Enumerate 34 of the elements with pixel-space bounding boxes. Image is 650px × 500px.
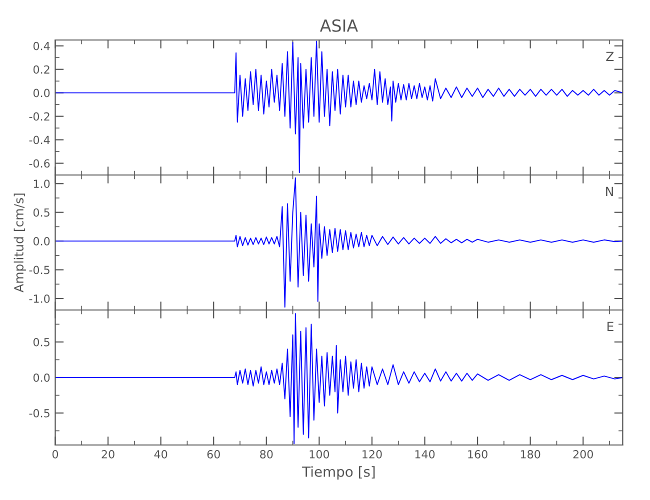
y-tick-label: 0.0 <box>33 88 50 98</box>
y-tick-label: -1.0 <box>29 294 50 303</box>
annotation: E <box>608 322 614 331</box>
x-tick-label: 160 <box>468 450 488 458</box>
y-tick-label: -0.4 <box>29 136 50 144</box>
x-tick-label: 40 <box>154 450 168 458</box>
y-tick-label: 0.0 <box>33 373 50 382</box>
y-tick-label: 0.0 <box>33 237 50 246</box>
y-tick-label: 0.5 <box>33 208 50 217</box>
y-tick-label: 0.4 <box>33 42 50 50</box>
y-axis-title: Amplitud [cm/s] <box>14 194 26 292</box>
annotation: N <box>606 186 613 196</box>
line-series <box>55 40 623 174</box>
y-tick-label: 0.2 <box>33 65 50 74</box>
x-tick-label: 120 <box>362 450 382 458</box>
line-series <box>55 177 623 308</box>
chart-title: ASIA <box>320 19 358 32</box>
y-tick-label: -0.2 <box>29 112 50 121</box>
x-tick-label: 180 <box>520 450 540 458</box>
y-tick-label: -0.5 <box>29 409 50 418</box>
y-tick-label: -0.5 <box>29 266 50 274</box>
x-tick-label: 80 <box>260 450 273 458</box>
line-series <box>55 313 623 444</box>
x-tick-label: 200 <box>573 450 593 458</box>
x-tick-label: 0 <box>52 450 58 458</box>
y-tick-label: -0.6 <box>29 159 50 168</box>
x-tick-label: 100 <box>310 450 330 458</box>
x-tick-label: 20 <box>102 450 114 458</box>
annotation: Z <box>606 52 614 61</box>
x-axis-title: Tiempo [s] <box>302 466 375 480</box>
y-tick-label: 1.0 <box>34 180 50 188</box>
x-tick-label: 140 <box>415 450 435 458</box>
x-tick-label: 60 <box>207 450 220 458</box>
y-tick-label: 0.5 <box>33 338 50 346</box>
